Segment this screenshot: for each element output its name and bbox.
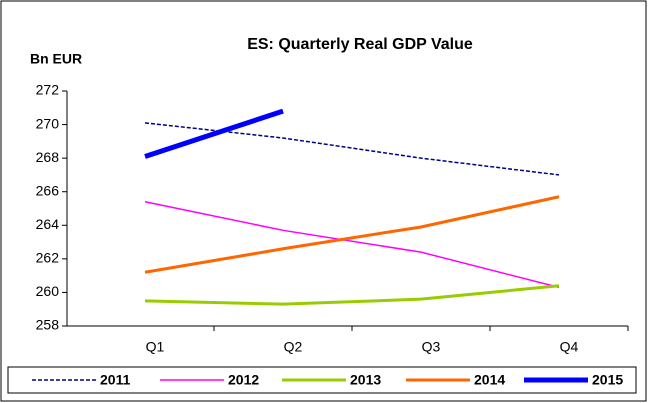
x-tick-label: Q1 [146, 339, 165, 355]
legend-label: 2011 [100, 372, 131, 388]
y-tick-label: 268 [36, 149, 60, 165]
legend-label: 2015 [592, 372, 623, 388]
y-tick-label: 262 [36, 250, 60, 266]
y-tick-label: 270 [36, 115, 60, 131]
legend-label: 2014 [474, 372, 505, 388]
legend-label: 2012 [228, 372, 259, 388]
x-tick-label: Q2 [284, 339, 303, 355]
y-tick-label: 266 [36, 182, 60, 198]
data-line [144, 201, 560, 289]
x-tick-label: Q4 [560, 339, 579, 355]
y-tick-label: 264 [36, 216, 60, 232]
chart-title: ES: Quarterly Real GDP Value [247, 36, 473, 53]
y-tick-label: 258 [36, 317, 60, 333]
y-tick-label: 260 [36, 283, 60, 299]
data-line [144, 195, 560, 274]
legend-label: 2013 [350, 372, 381, 388]
data-line [144, 122, 560, 176]
x-tick-label: Q3 [422, 339, 441, 355]
data-line [144, 108, 284, 159]
y-tick-label: 272 [36, 82, 60, 98]
y-axis-label: Bn EUR [30, 51, 82, 67]
data-line [144, 284, 560, 306]
